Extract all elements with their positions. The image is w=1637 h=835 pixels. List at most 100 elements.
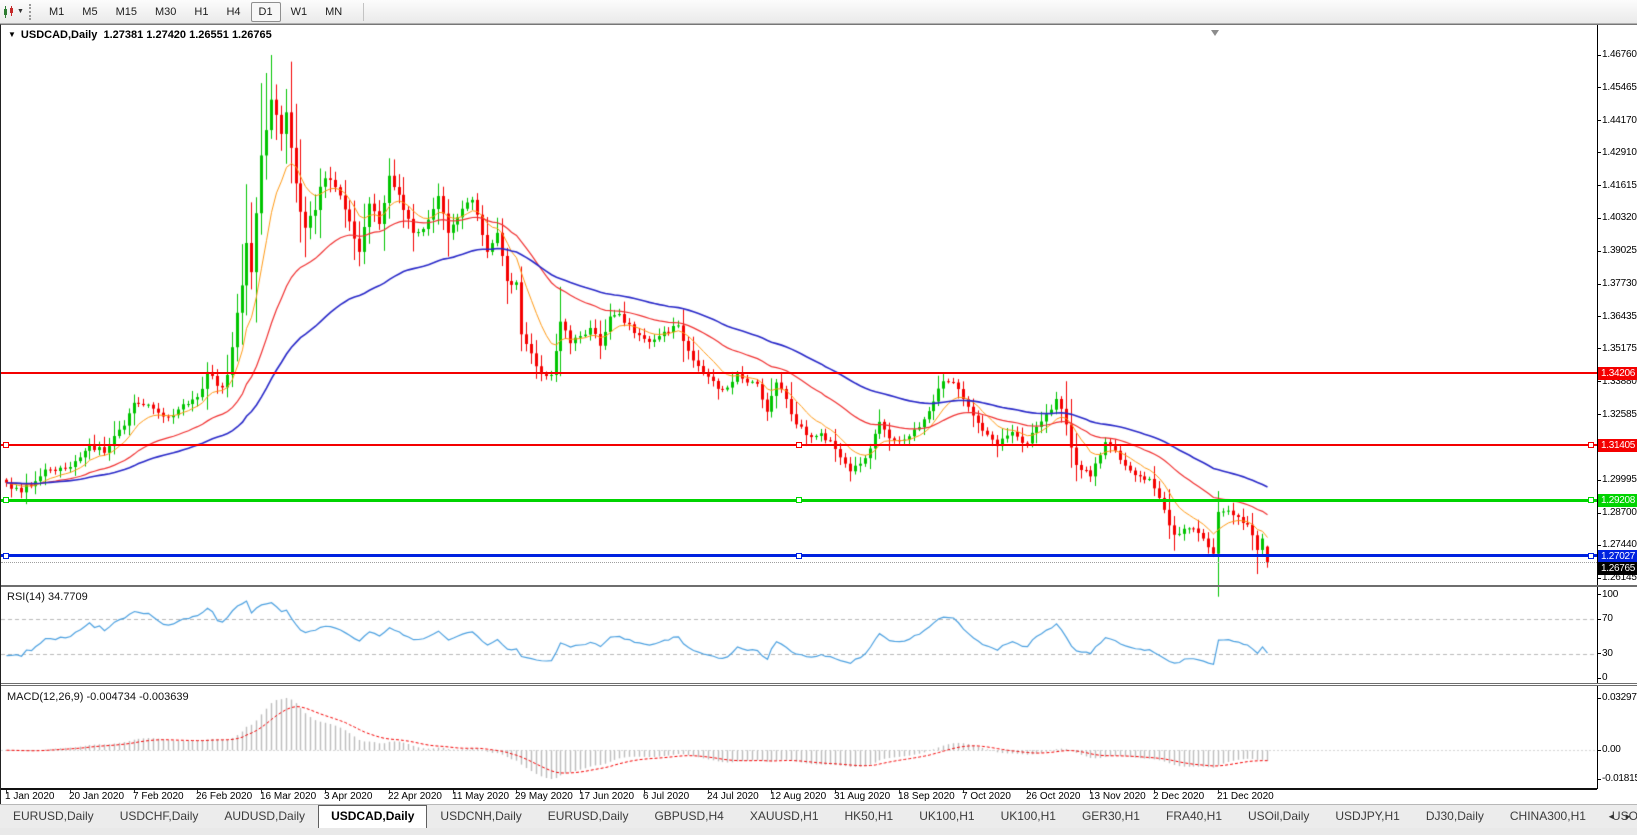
tab-usdjpy-h1[interactable]: USDJPY,H1 xyxy=(1335,809,1400,823)
timeframe-h4[interactable]: H4 xyxy=(226,5,241,18)
tab-uk100-h1[interactable]: UK100,H1 xyxy=(1000,809,1056,823)
date-axis-label: 22 Apr 2020 xyxy=(388,791,442,802)
date-axis-tick xyxy=(6,789,7,793)
price-axis-tick xyxy=(1597,479,1601,481)
price-badge-1.27027: 1.27027 xyxy=(1598,550,1637,563)
tab-fra40-h1[interactable]: FRA40,H1 xyxy=(1165,809,1223,823)
price-axis-label: 1.39025 xyxy=(1602,245,1637,257)
macd-axis-tick xyxy=(1597,778,1601,780)
price-axis-label: 1.33880 xyxy=(1602,375,1637,387)
macd-axis-label: 0.00 xyxy=(1602,744,1621,756)
status-strip xyxy=(0,828,1637,835)
date-axis-label: 3 Apr 2020 xyxy=(324,791,373,802)
price-axis-tick xyxy=(1597,87,1601,89)
date-axis-label: 24 Jul 2020 xyxy=(707,791,759,802)
hline-handle[interactable] xyxy=(3,497,9,503)
price-badge-1.29208: 1.29208 xyxy=(1598,494,1637,507)
tab-audusd-daily[interactable]: AUDUSD,Daily xyxy=(224,809,306,823)
rsi-axis-tick xyxy=(1597,677,1601,679)
hline-handle[interactable] xyxy=(796,442,802,448)
date-axis-tick xyxy=(963,789,964,793)
price-axis-label: 1.40320 xyxy=(1602,212,1637,224)
price-axis-label: 1.32585 xyxy=(1602,408,1637,420)
hline-handle[interactable] xyxy=(3,553,9,559)
chart-title: ▼ USDCAD,Daily 1.27381 1.27420 1.26551 1.… xyxy=(8,29,272,41)
date-axis-tick xyxy=(197,789,198,793)
panel-separator[interactable] xyxy=(1,585,1637,587)
price-chart-canvas[interactable] xyxy=(1,25,1597,789)
price-axis-label: 1.36435 xyxy=(1602,310,1637,322)
date-axis-label: 6 Jul 2020 xyxy=(643,791,690,802)
price-badge-1.34206: 1.34206 xyxy=(1598,367,1637,380)
tab-usdcad-daily[interactable]: USDCAD,Daily xyxy=(318,805,428,828)
tab-usoil-daily[interactable]: USOil,Daily xyxy=(1248,809,1310,823)
timeframe-mn[interactable]: MN xyxy=(325,5,343,18)
macd-name: MACD(12,26,9) xyxy=(7,691,84,703)
timeframe-m1[interactable]: M1 xyxy=(49,5,65,18)
date-axis-label: 29 May 2020 xyxy=(515,791,573,802)
hline-1.34206[interactable] xyxy=(1,372,1597,374)
timeframe-m15[interactable]: M15 xyxy=(115,5,137,18)
price-axis-tick xyxy=(1597,54,1601,56)
tab-xauusd-h1[interactable]: XAUUSD,H1 xyxy=(749,809,819,823)
hline-handle[interactable] xyxy=(1588,497,1594,503)
collapse-triangle-icon[interactable]: ▼ xyxy=(8,30,16,39)
tab-usdcnh-daily[interactable]: USDCNH,Daily xyxy=(440,809,522,823)
date-axis-label: 31 Aug 2020 xyxy=(834,791,891,802)
tab-dj30-daily[interactable]: DJ30,Daily xyxy=(1425,809,1484,823)
macd-axis-label: 0.032972 xyxy=(1602,692,1637,703)
hline-handle[interactable] xyxy=(1588,442,1594,448)
timeframe-m5[interactable]: M5 xyxy=(82,5,98,18)
tab-usoil-h1[interactable]: USOil,H1 xyxy=(1611,809,1637,823)
tab-scroll-left-icon[interactable]: ◄ xyxy=(1607,812,1616,821)
hline-handle[interactable] xyxy=(1588,553,1594,559)
date-axis-tick xyxy=(1218,789,1219,793)
price-axis-tick xyxy=(1597,152,1601,154)
timeframe-m30[interactable]: M30 xyxy=(154,5,177,18)
tab-uk100-h1[interactable]: UK100,H1 xyxy=(919,809,975,823)
hline-handle[interactable] xyxy=(796,553,802,559)
tab-gbpusd-h4[interactable]: GBPUSD,H4 xyxy=(654,809,724,823)
hline-handle[interactable] xyxy=(3,442,9,448)
rsi-axis-label: 30 xyxy=(1602,647,1613,659)
date-axis-tick xyxy=(1027,789,1028,793)
price-axis-tick xyxy=(1597,283,1601,285)
panel-separator[interactable] xyxy=(1,683,1637,686)
bar-open: 1.27381 xyxy=(103,29,144,41)
date-axis-label: 17 Jun 2020 xyxy=(579,791,635,802)
date-axis-tick xyxy=(261,789,262,793)
rsi-axis-label: 100 xyxy=(1602,588,1619,600)
macd-axis-tick xyxy=(1597,697,1601,699)
rsi-axis-tick xyxy=(1597,594,1601,596)
chart-window: ▼ USDCAD,Daily 1.27381 1.27420 1.26551 1.… xyxy=(0,24,1637,804)
tab-china300-h1[interactable]: CHINA300,H1 xyxy=(1509,809,1586,823)
macd-signal-value: -0.003639 xyxy=(139,691,189,703)
hline-handle[interactable] xyxy=(796,497,802,503)
date-axis-tick xyxy=(835,789,836,793)
date-axis-label: 26 Feb 2020 xyxy=(196,791,253,802)
date-axis-label: 2 Dec 2020 xyxy=(1153,791,1205,802)
tab-eurusd-daily[interactable]: EURUSD,Daily xyxy=(547,809,629,823)
macd-main-value: -0.004734 xyxy=(86,691,137,703)
timeframe-h1[interactable]: H1 xyxy=(194,5,209,18)
chart-cursor-icon[interactable]: ▼ xyxy=(2,3,24,21)
tab-eurusd-daily[interactable]: EURUSD,Daily xyxy=(13,809,94,823)
date-axis-label: 18 Sep 2020 xyxy=(898,791,955,802)
tab-usdchf-daily[interactable]: USDCHF,Daily xyxy=(119,809,199,823)
price-axis xyxy=(1597,25,1637,789)
tab-hk50-h1[interactable]: HK50,H1 xyxy=(844,809,894,823)
toolbar-grip[interactable] xyxy=(29,3,32,20)
timeframe-d1[interactable]: D1 xyxy=(250,1,281,22)
tab-scroll-right-icon[interactable]: ► xyxy=(1624,812,1632,821)
timeframe-w1[interactable]: W1 xyxy=(290,5,308,18)
macd-axis-label: -0.018154 xyxy=(1602,773,1637,784)
tab-ger30-h1[interactable]: GER30,H1 xyxy=(1081,809,1140,823)
date-axis-label: 21 Dec 2020 xyxy=(1217,791,1274,802)
macd-indicator-label: MACD(12,26,9) -0.004734 -0.003639 xyxy=(7,691,189,703)
date-axis-label: 1 Jan 2020 xyxy=(5,791,55,802)
current-bid-line xyxy=(1,562,1597,563)
date-axis-tick xyxy=(453,789,454,793)
price-axis-tick xyxy=(1597,544,1601,546)
date-axis-label: 7 Feb 2020 xyxy=(133,791,184,802)
date-axis-tick xyxy=(389,789,390,793)
